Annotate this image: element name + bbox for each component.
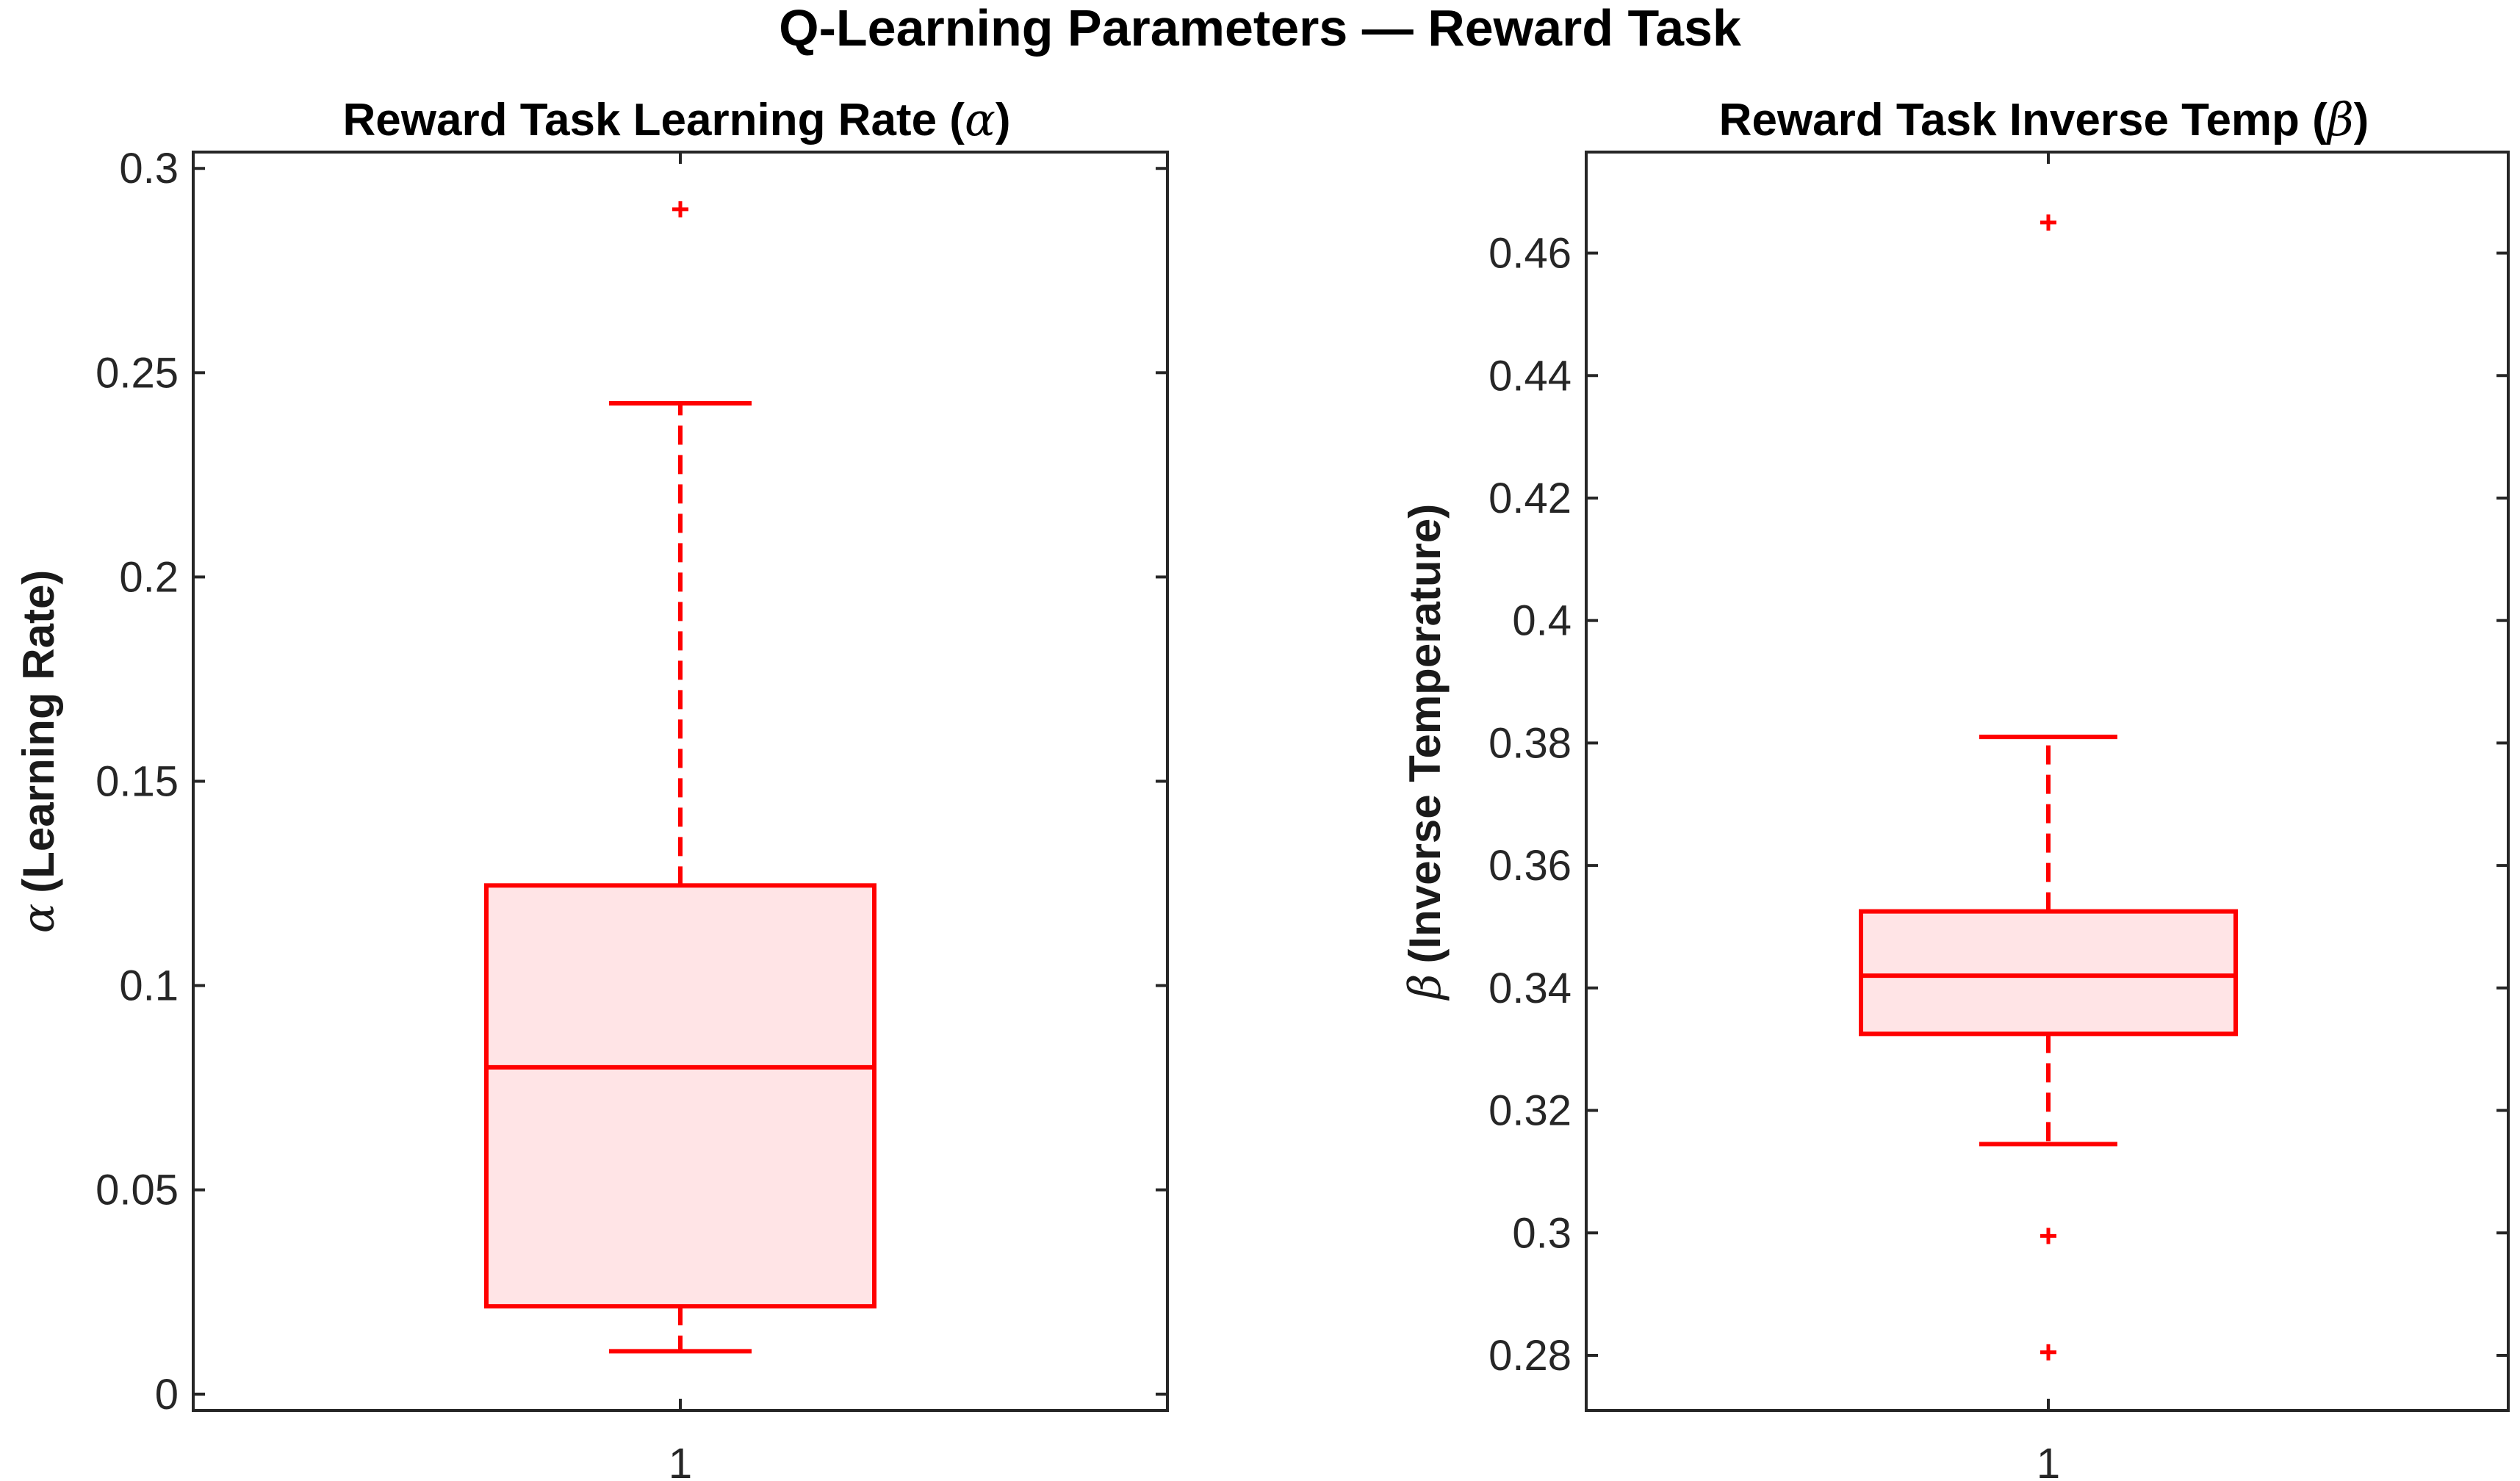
inverse-temp-ytick-label: 0.46 — [1488, 230, 1572, 278]
learning-rate-panel: Reward Task Learning Rate (α) α(Learning… — [13, 93, 1169, 1481]
learning-rate-outlier — [672, 201, 688, 217]
learning-rate-ylabel-text: (Learning Rate) — [14, 570, 63, 893]
learning-rate-ytick-label: 0.15 — [96, 758, 179, 806]
inverse-temp-boxplot — [1859, 214, 2238, 1361]
inverse-temp-panel: Reward Task Inverse Temp (β) β(Inverse T… — [1400, 93, 2510, 1481]
learning-rate-y-axis: 0 0.05 0.1 0.15 0.2 0.25 0.3 — [96, 145, 1167, 1419]
inverse-temp-outlier — [2040, 214, 2056, 231]
inverse-temp-ylabel-text: (Inverse Temperature) — [1400, 504, 1450, 964]
learning-rate-boxplot — [484, 201, 876, 1354]
alpha-symbol: α — [965, 93, 996, 146]
inverse-temp-ytick-label: 0.38 — [1488, 719, 1572, 767]
inverse-temp-ytick-label: 0.44 — [1488, 352, 1572, 400]
beta-symbol: β — [2326, 93, 2354, 146]
inverse-temp-ytick-label: 0.28 — [1488, 1332, 1572, 1380]
learning-rate-x-tick-label: 1 — [669, 1440, 692, 1481]
inverse-temp-y-axis: 0.28 0.3 0.32 0.34 0.36 0.38 0.4 0.42 0.44 0.46 — [1488, 152, 2508, 1410]
inverse-temp-title-suffix: ) — [2354, 95, 2369, 145]
learning-rate-title-text: Reward Task Learning Rate ( — [343, 95, 965, 145]
learning-rate-ytick-label: 0.25 — [96, 349, 179, 397]
inverse-temp-outlier — [2040, 1228, 2056, 1244]
inverse-temp-ytick-label: 0.34 — [1488, 965, 1572, 1012]
learning-rate-iqr-box — [484, 883, 876, 1309]
learning-rate-ytick-label: 0.05 — [96, 1167, 179, 1214]
inverse-temp-title-text: Reward Task Inverse Temp ( — [1719, 95, 2328, 145]
learning-rate-title: Reward Task Learning Rate (α) — [343, 93, 1011, 146]
inverse-temp-ytick-label: 0.36 — [1488, 842, 1572, 890]
learning-rate-ytick-label: 0 — [155, 1371, 179, 1419]
learning-rate-title-suffix: ) — [996, 95, 1011, 145]
alpha-ylabel-symbol: α — [13, 904, 65, 934]
inverse-temp-ytick-label: 0.4 — [1512, 597, 1572, 645]
learning-rate-ytick-label: 0.1 — [119, 962, 179, 1010]
inverse-temp-ytick-label: 0.3 — [1512, 1209, 1572, 1257]
beta-ylabel-symbol: β — [1400, 974, 1451, 1001]
inverse-temp-axes-frame — [1585, 151, 2510, 1412]
inverse-temp-iqr-box — [1859, 909, 2238, 1037]
learning-rate-ylabel: α (Learning Rate) — [13, 570, 65, 934]
inverse-temp-outlier — [2040, 1344, 2056, 1361]
inverse-temp-ytick-label: 0.42 — [1488, 475, 1572, 522]
learning-rate-ytick-label: 0.3 — [119, 145, 179, 192]
learning-rate-axes-frame — [192, 151, 1169, 1412]
inverse-temp-ylabel: β (Inverse Temperature) — [1400, 504, 1451, 1001]
inverse-temp-title: Reward Task Inverse Temp (β) — [1719, 93, 2369, 146]
figure-suptitle: Q-Learning Parameters — Reward Task — [779, 0, 1741, 57]
learning-rate-ytick-label: 0.2 — [119, 553, 179, 601]
inverse-temp-x-tick-label: 1 — [2037, 1440, 2060, 1481]
inverse-temp-ytick-label: 0.32 — [1488, 1087, 1572, 1135]
